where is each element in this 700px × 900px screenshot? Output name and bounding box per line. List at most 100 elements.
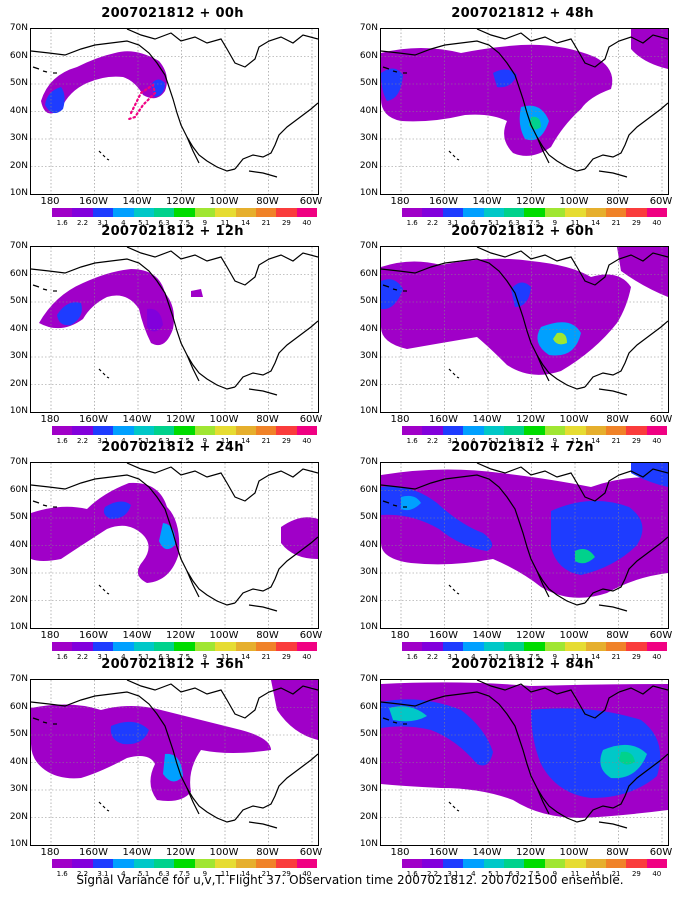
lon-label: 120W <box>516 847 545 858</box>
colorbar-tick-label: 29 <box>631 219 641 227</box>
colorbar <box>402 642 668 651</box>
lat-label: 60N <box>359 484 378 495</box>
colorbar-tick-label: 5.1 <box>488 219 500 227</box>
colorbar-swatch <box>402 642 423 651</box>
colorbar-tick-label: 21 <box>261 219 271 227</box>
lon-label: 100W <box>559 414 589 425</box>
coastline <box>31 258 236 390</box>
lat-label: 20N <box>359 811 378 822</box>
coastline <box>448 584 452 588</box>
colorbar-tick-label: 29 <box>281 870 291 878</box>
coastline <box>456 592 460 595</box>
variance-contour <box>147 308 163 332</box>
coastline <box>234 320 318 388</box>
colorbar-ticks: 1.6 2.2 3.1 4 5.1 6.3 7.5 9 11 14 21 29 40 <box>402 437 667 446</box>
colorbar-swatch <box>255 642 277 651</box>
lon-label: 160W <box>429 414 458 425</box>
lon-label: 80W <box>606 630 629 641</box>
colorbar-tick-label: 1.6 <box>56 437 68 445</box>
coastline <box>598 821 628 829</box>
coastline <box>598 170 628 178</box>
colorbar-tick-label: 7.5 <box>528 870 541 878</box>
lat-label: 60N <box>359 50 378 61</box>
lon-label: 140W <box>472 196 502 207</box>
colorbar-tick-label: 21 <box>261 653 271 661</box>
variance-contour <box>163 753 183 782</box>
coastline <box>248 821 278 829</box>
colorbar-swatch <box>174 859 195 868</box>
colorbar-ticks: 1.6 2.2 3.1 4 5.1 6.3 7.5 9 11 14 21 29 40 <box>402 219 667 228</box>
colorbar-tick-label: 21 <box>611 870 621 878</box>
colorbar-tick-label: 9 <box>552 219 558 227</box>
colorbar-swatch <box>194 642 216 651</box>
coastline <box>32 66 40 70</box>
colorbar-swatch <box>92 208 114 217</box>
colorbar-tick-label: 4 <box>121 653 126 661</box>
colorbar-swatch <box>194 859 216 868</box>
lat-label: 30N <box>359 351 378 361</box>
colorbar-swatch <box>92 642 114 651</box>
variance-contour <box>57 302 82 326</box>
coastline <box>448 368 452 372</box>
colorbar-tick-label: 40 <box>302 653 312 661</box>
colorbar-tick-label: 7.5 <box>178 219 191 227</box>
colorbar-swatch <box>483 859 504 868</box>
colorbar-swatch <box>483 208 504 217</box>
colorbar-swatch <box>544 426 566 435</box>
map-area <box>380 246 669 413</box>
colorbar-swatch <box>72 426 93 435</box>
variance-contour <box>551 500 643 575</box>
coastline <box>392 721 398 724</box>
coastline <box>32 717 40 721</box>
colorbar-swatch <box>646 208 668 217</box>
colorbar-tick-label: 11 <box>220 219 230 227</box>
colorbar-swatch <box>235 208 256 217</box>
coastline <box>381 691 586 823</box>
colorbar <box>402 859 668 868</box>
colorbar-swatch <box>483 426 504 435</box>
colorbar-tick-label: 5.1 <box>488 653 500 661</box>
colorbar-swatch <box>235 426 256 435</box>
colorbar-tick-label: 21 <box>261 870 271 878</box>
colorbar-tick-label: 9 <box>552 653 558 661</box>
colorbar-swatch <box>296 208 318 217</box>
colorbar-swatch <box>52 208 73 217</box>
panel-title: 2007021812 + 00h <box>101 6 244 21</box>
lon-label: 120W <box>516 630 545 641</box>
colorbar-swatch <box>255 859 277 868</box>
coastline <box>456 809 460 812</box>
lon-label: 120W <box>516 414 545 425</box>
colorbar-swatch <box>296 426 318 435</box>
map-panel: 2007021812 + 24h 70N 60N 50N 40N 30N 20N 10N 180… <box>0 440 345 661</box>
colorbar <box>52 642 318 651</box>
colorbar-swatch <box>585 859 606 868</box>
lat-label: 20N <box>9 594 28 605</box>
lat-label: 70N <box>9 674 28 684</box>
colorbar-tick-label: 40 <box>652 437 662 445</box>
colorbar-swatch <box>544 642 566 651</box>
coastline <box>476 247 668 286</box>
coastline <box>392 504 398 507</box>
panel-title: 2007021812 + 72h <box>451 440 594 455</box>
coastline <box>452 154 456 158</box>
colorbar-swatch <box>296 859 318 868</box>
coastline <box>106 592 110 595</box>
colorbar-tick-label: 14 <box>241 219 251 227</box>
colorbar-swatch <box>194 426 216 435</box>
colorbar-tick-label: 4 <box>121 870 126 878</box>
colorbar-ticks: 1.6 2.2 3.1 4 5.1 6.3 7.5 9 11 14 21 29 40 <box>52 870 317 879</box>
colorbar-tick-label: 4 <box>471 437 476 445</box>
lat-label: 70N <box>9 23 28 33</box>
variance-contour <box>41 51 167 114</box>
lon-label: 80W <box>256 414 279 425</box>
colorbar-tick-label: 14 <box>591 219 601 227</box>
colorbar-tick-label: 9 <box>202 437 208 445</box>
colorbar-swatch <box>544 859 566 868</box>
lon-label: 160W <box>429 196 458 207</box>
colorbar-swatch <box>565 642 586 651</box>
colorbar-tick-label: 40 <box>302 870 312 878</box>
colorbar-swatch <box>402 859 423 868</box>
lat-label: 40N <box>359 105 378 116</box>
lon-label: 140W <box>472 847 502 858</box>
colorbar-swatch <box>442 426 464 435</box>
